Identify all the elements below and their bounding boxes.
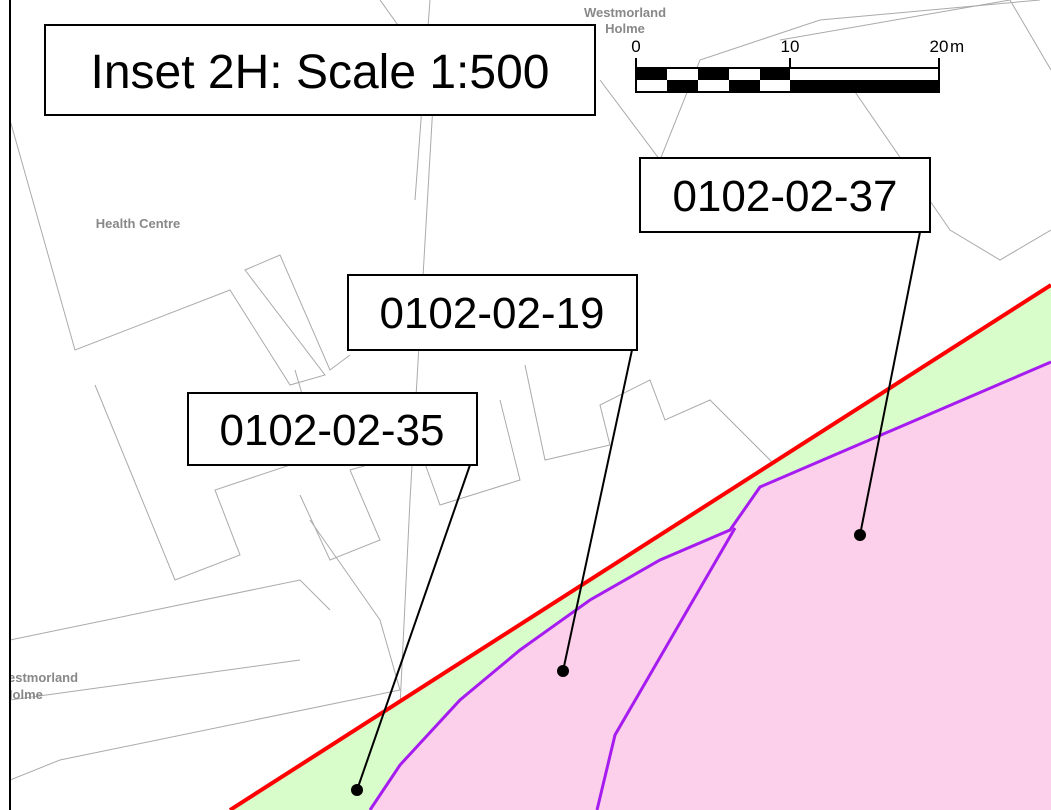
scale-segment [667,80,698,92]
scale-segment [698,68,729,80]
place-label: Health Centre [96,216,181,231]
parcel-label: 0102-02-19 [379,289,604,338]
map-frame [9,0,11,810]
place-label: Holme [3,687,43,702]
inset-title: Inset 2H: Scale 1:500 [91,46,550,99]
scale-label: 0 [631,37,640,56]
scale-segment [790,80,939,92]
scale-bar: 0 10 20 m [631,37,964,93]
scale-segment [760,68,790,80]
parcel-label-box [347,274,638,351]
title-box [44,24,596,116]
leader-dot [854,529,866,541]
scale-label: 10 [781,37,800,56]
scale-unit: m [950,37,964,56]
leader-line [562,349,633,672]
place-label: Westmorland [0,670,78,685]
leaders [356,231,921,791]
place-label: Holme [605,21,645,36]
parcel-label: 0102-02-37 [672,172,897,221]
leader-line [356,464,471,791]
parcel-area [370,362,1051,810]
boundary-red [228,283,1051,810]
leader-dot [351,784,363,796]
leader-dot [557,665,569,677]
place-label: Westmorland [584,5,666,20]
parcel-label-box [639,157,931,233]
scale-segment [729,80,760,92]
boundary-purple [595,527,737,810]
parcel-label: 0102-02-35 [219,406,444,455]
boundary-purple [368,360,1051,810]
leader-line [859,231,921,536]
scale-segment [636,68,667,80]
scale-label: 20 [930,37,949,56]
parcel-label-box [187,392,478,466]
